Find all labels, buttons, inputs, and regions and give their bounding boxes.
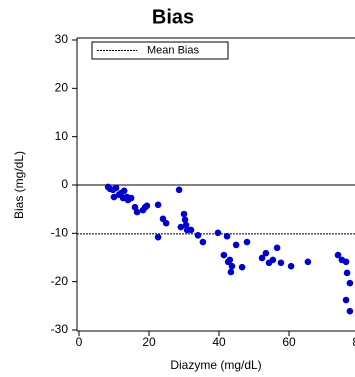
legend-label: Mean Bias (147, 44, 199, 56)
point (112, 184, 120, 192)
x-axis-label: Diazyme (mg/dL) (170, 358, 261, 372)
x-tick-label: 40 (212, 335, 226, 349)
point (214, 229, 222, 237)
point (304, 258, 312, 266)
point (154, 201, 162, 209)
y-tick-label: -20 (51, 274, 69, 288)
point (162, 219, 170, 227)
point (220, 251, 228, 259)
point (133, 208, 141, 216)
point (334, 251, 342, 259)
point (199, 238, 207, 246)
point (177, 223, 185, 231)
point (346, 307, 354, 315)
point (187, 226, 195, 234)
point (228, 262, 236, 270)
point (175, 186, 183, 194)
point (243, 238, 251, 246)
point (226, 256, 234, 264)
point (154, 233, 162, 241)
y-tick-label: 30 (55, 32, 69, 46)
point (269, 256, 277, 264)
y-tick-label: 0 (61, 177, 68, 191)
point (273, 244, 281, 252)
point (262, 249, 270, 257)
point (227, 268, 235, 276)
point (181, 216, 189, 224)
point (238, 263, 246, 271)
point (143, 202, 151, 210)
y-axis-label: Bias (mg/dL) (12, 151, 26, 219)
x-tick-label: 80 (352, 335, 355, 349)
point (110, 193, 118, 201)
point (277, 259, 285, 267)
x-tick-label: 60 (282, 335, 296, 349)
point (342, 296, 350, 304)
point (342, 258, 350, 266)
point (346, 279, 354, 287)
y-tick-label: 10 (55, 129, 69, 143)
point (232, 241, 240, 249)
point (343, 269, 351, 277)
point (120, 187, 128, 195)
y-tick-label: -30 (51, 322, 69, 336)
point (223, 232, 231, 240)
y-tick-label: 20 (55, 81, 69, 95)
point (194, 231, 202, 239)
point (287, 262, 295, 270)
x-tick-label: 0 (76, 335, 83, 349)
y-tick-label: -10 (51, 226, 69, 240)
x-tick-label: 20 (142, 335, 156, 349)
point (180, 210, 188, 218)
point (258, 254, 266, 262)
legend-box (91, 41, 229, 60)
chart-title: Bias (152, 6, 194, 28)
point (124, 196, 132, 204)
